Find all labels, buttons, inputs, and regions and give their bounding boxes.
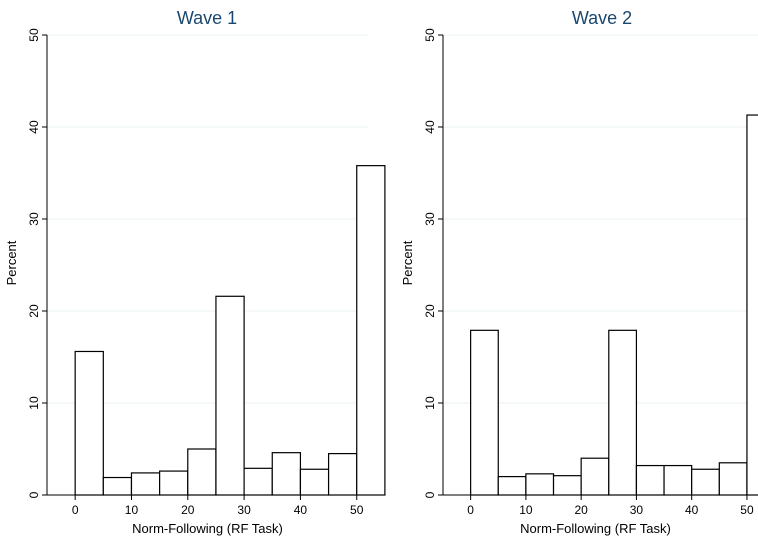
panel-wave-1: 0 10 20 30 40 50 0 10 20 30 40 50 Wave 1 Norm-Followi… (4, 8, 386, 536)
histogram-bar (525, 473, 555, 496)
y-tick-label: 0 (423, 491, 437, 498)
x-tick-label: 0 (467, 503, 474, 517)
y-tick-label: 10 (423, 396, 437, 410)
y-tick-label: 10 (27, 396, 41, 410)
histogram-bar (746, 114, 758, 496)
histogram-bar (580, 457, 610, 496)
chart-title: Wave 2 (572, 8, 632, 28)
histogram-bar (718, 462, 748, 496)
x-axis-label: Norm-Following (RF Task) (520, 521, 671, 536)
y-tick-label: 30 (423, 212, 437, 226)
histogram-bar (327, 453, 358, 496)
chart-title: Wave 1 (177, 8, 237, 28)
histogram-bar (635, 464, 665, 496)
histogram-bar (552, 475, 582, 496)
x-tick-label: 20 (181, 503, 195, 517)
y-tick-label: 30 (27, 212, 41, 226)
histogram-bar (74, 350, 104, 496)
histogram-bar (663, 464, 693, 496)
histogram-bar (187, 448, 217, 496)
histogram-bar (215, 295, 245, 496)
x-tick-label: 10 (519, 503, 533, 517)
y-axis-label: Percent (4, 240, 19, 285)
histogram-bar (608, 329, 638, 496)
x-tick-label: 30 (237, 503, 251, 517)
histogram-bar (271, 452, 302, 496)
histogram-bar (102, 476, 133, 496)
histogram-bar (159, 470, 189, 496)
y-tick-label: 50 (423, 28, 437, 42)
y-tick-label: 20 (423, 304, 437, 318)
histogram-bar (470, 329, 499, 496)
x-tick-label: 40 (685, 503, 699, 517)
histogram-bar (243, 467, 273, 496)
x-tick-label: 50 (350, 503, 364, 517)
x-axis-label: Norm-Following (RF Task) (132, 521, 283, 536)
histogram-bar (356, 165, 386, 496)
x-tick-label: 10 (125, 503, 139, 517)
x-tick-label: 30 (630, 503, 644, 517)
histogram-bar (130, 472, 161, 496)
histogram-bar (497, 476, 527, 496)
y-tick-label: 50 (27, 28, 41, 42)
y-tick-label: 40 (27, 120, 41, 134)
histogram-bar (299, 468, 330, 496)
y-tick-label: 40 (423, 120, 437, 134)
panel-wave-2: 0 10 20 30 40 50 0 10 20 30 40 50 Wave 2 Norm-Followi… (400, 8, 758, 536)
x-tick-label: 40 (294, 503, 308, 517)
y-axis-label: Percent (400, 240, 415, 285)
histogram-bar (691, 468, 720, 496)
y-tick-label: 0 (27, 491, 41, 498)
y-tick-label: 20 (27, 304, 41, 318)
x-tick-label: 0 (72, 503, 79, 517)
x-tick-label: 20 (574, 503, 588, 517)
x-tick-label: 50 (740, 503, 754, 517)
